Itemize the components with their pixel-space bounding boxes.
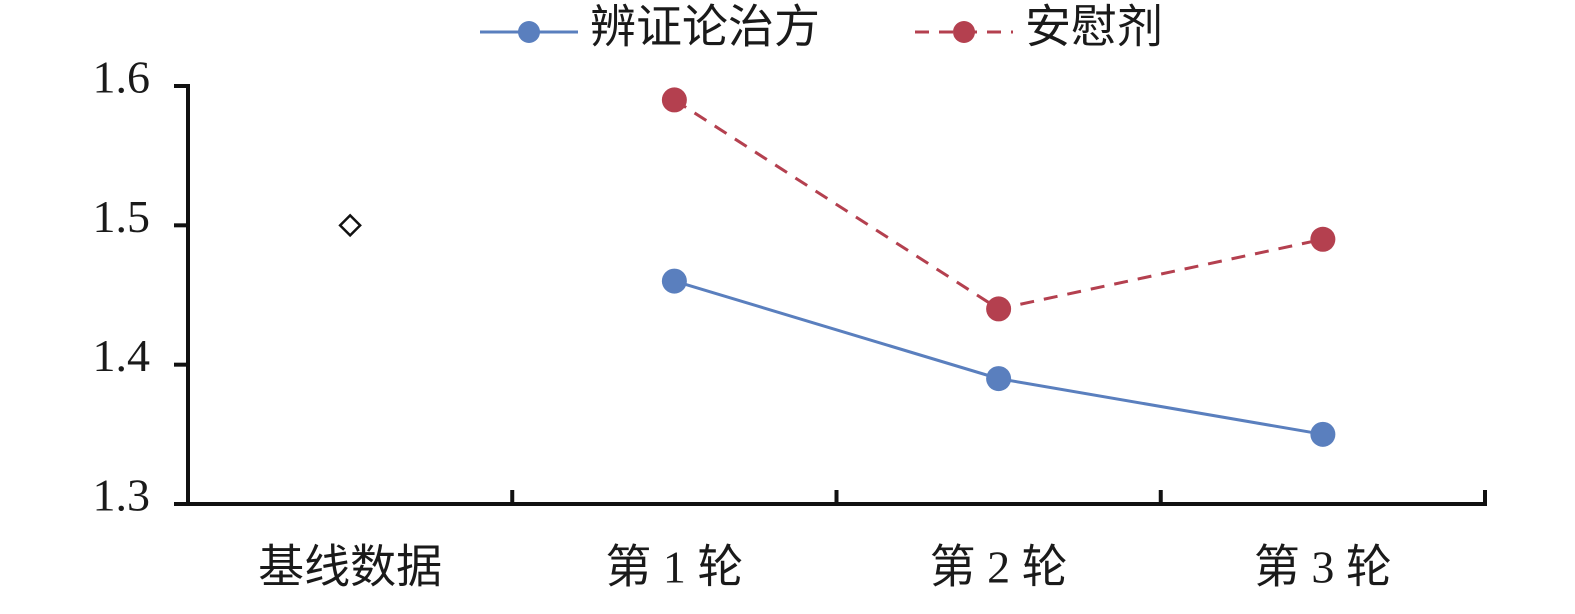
data-point (661, 87, 687, 113)
legend-label: 安慰剂 (1025, 2, 1163, 53)
legend-label: 辨证论治方 (590, 2, 820, 53)
baseline-marker (338, 213, 362, 238)
y-tick-label: 1.5 (93, 191, 151, 242)
y-tick-label: 1.6 (93, 52, 151, 103)
series-line (673, 98, 1324, 311)
data-point (1310, 421, 1336, 447)
x-tick-label: 基线数据 (258, 542, 442, 593)
x-tick-label: 第 1 轮 (605, 542, 743, 593)
data-point (986, 366, 1012, 392)
data-point (1310, 226, 1336, 252)
data-point (661, 268, 687, 294)
y-tick-label: 1.3 (93, 470, 151, 521)
data-point (986, 296, 1012, 322)
x-tick-label: 第 2 轮 (930, 542, 1068, 593)
y-tick-label: 1.4 (93, 330, 151, 381)
x-tick-label: 第 3 轮 (1254, 542, 1392, 593)
legend-marker (518, 21, 540, 43)
legend-marker (953, 21, 975, 43)
